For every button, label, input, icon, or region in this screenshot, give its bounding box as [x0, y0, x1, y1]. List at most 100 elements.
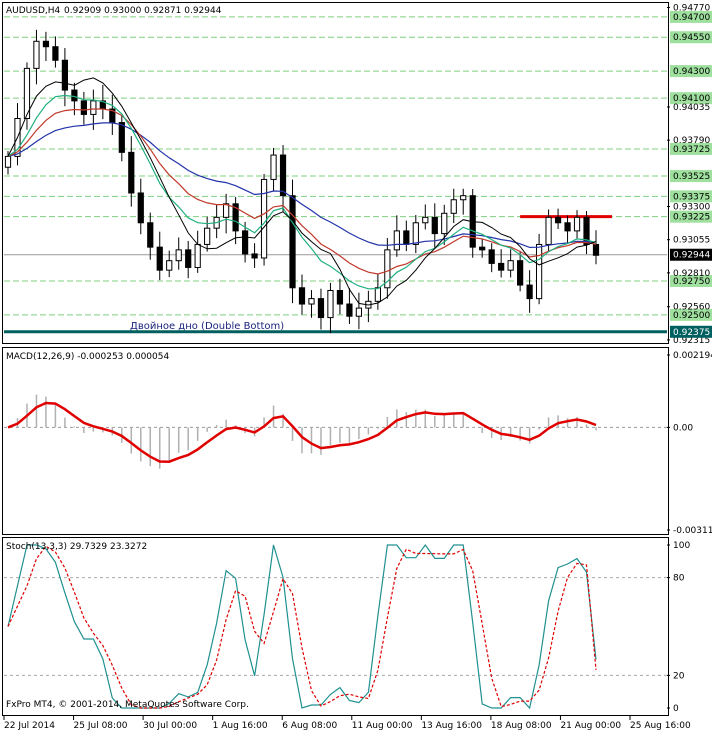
candle-body: [270, 154, 277, 180]
level-label: 0.93375: [673, 192, 710, 202]
ma-blue-line: [7, 122, 597, 249]
candle-body: [393, 230, 400, 251]
candle-body: [535, 243, 543, 300]
level-label: 0.94550: [673, 33, 710, 43]
candle-body: [317, 298, 325, 319]
time-tick-label: 22 Jul 2014: [4, 721, 55, 731]
candle-body: [204, 227, 211, 245]
level-label-bg: [670, 10, 712, 23]
level-label: 0.93225: [673, 213, 710, 223]
candle-body: [573, 216, 581, 232]
axis-labels-layer: 0.94700 0.94550 0.94300 0.94100 0.93725 0.935…: [3, 3, 712, 731]
stoch-tick-label: 100: [673, 541, 690, 551]
level-label-bg: [670, 275, 712, 288]
time-tick-label: 25 Aug 16:00: [630, 721, 691, 731]
level-label: 0.92500: [673, 311, 710, 321]
candle-body: [592, 243, 600, 256]
macd-header: MACD(12,26,9) -0.000253 0.000054: [6, 352, 169, 362]
level-label-bg: [670, 31, 712, 44]
price-tick-label: 0.93300: [673, 203, 710, 213]
candle-body: [374, 287, 381, 302]
price-tick-label: 0.92560: [673, 303, 710, 313]
candle-body: [327, 289, 334, 319]
macd-panel-frame: [2, 347, 669, 535]
time-tick-label: 21 Aug 00:00: [560, 721, 621, 731]
price-tick-label: 0.92315: [673, 336, 710, 346]
candle-body: [156, 246, 163, 271]
macd-tick-label: -0.00311: [673, 526, 712, 536]
candle-body: [80, 100, 87, 115]
main-ohlc-label: 0.92909 0.93000 0.92871 0.92944: [64, 6, 222, 16]
copyright-label: FxPro MT4, © 2001-2014, MetaQuotes Softw…: [6, 700, 249, 710]
candle-body: [260, 178, 268, 259]
time-tick-label: 25 Jul 08:00: [74, 721, 128, 731]
candle-body: [488, 249, 495, 264]
candle-body: [147, 222, 154, 248]
price-tick-label: 0.93055: [673, 236, 710, 246]
macd-tick-label: 0.00: [673, 423, 693, 433]
candle-body: [346, 303, 353, 317]
candle-body: [479, 246, 486, 251]
candle-body: [564, 222, 571, 232]
candle-body: [308, 298, 315, 305]
candle-body: [251, 253, 258, 259]
candle-body: [583, 216, 590, 245]
candle-body: [289, 195, 296, 289]
stoch-header: Stoch(13,3,3) 29.7329 23.3272: [6, 542, 147, 552]
stoch-tick-label: 0: [673, 704, 679, 714]
candle-body: [61, 59, 69, 91]
candle-body: [166, 260, 173, 271]
main-price-layer: [4, 16, 667, 334]
candle-body: [431, 216, 438, 235]
level-label: 0.94100: [673, 94, 710, 104]
level-label-bg: [670, 92, 712, 105]
level-label: 0.94700: [673, 13, 710, 23]
macd-tick-label: 0.002194: [673, 351, 712, 361]
time-tick-label: 1 Aug 16:00: [213, 721, 268, 731]
stoch-signal-line: [7, 545, 597, 709]
candle-body: [298, 287, 306, 305]
candle-body: [194, 243, 201, 268]
candle-body: [241, 230, 249, 255]
double-bottom-annotation: Двойное дно (Double Bottom): [130, 321, 284, 332]
candle-body: [232, 203, 239, 232]
candle-body: [185, 249, 192, 268]
candle-body: [33, 40, 40, 69]
candle-body: [441, 212, 448, 235]
macd-signal-line: [7, 401, 597, 463]
candle-body: [498, 262, 505, 271]
ma-black-line: [7, 77, 597, 306]
candle-body: [90, 100, 97, 115]
price-tick-label: 0.92810: [673, 269, 710, 279]
candle-body: [137, 192, 144, 224]
ma-green-line: [7, 94, 597, 290]
level-label: 0.92750: [673, 277, 710, 287]
current-price-label: 0.92944: [673, 251, 710, 261]
level-label-bg: [670, 210, 712, 223]
main-symbol-label: AUDUSD,H4: [6, 6, 61, 16]
price-tick-label: 0.94770: [673, 3, 710, 13]
level-label-bg: [670, 190, 712, 203]
level-label-bg: [670, 170, 712, 183]
level-label: 0.93525: [673, 172, 710, 182]
candle-body: [336, 289, 344, 305]
candle-body: [554, 216, 562, 224]
candle-body: [42, 40, 50, 48]
candle-body: [23, 67, 31, 119]
support-label-bg: [670, 325, 712, 338]
candle-body: [507, 260, 514, 271]
stoch-main-line: [7, 543, 597, 710]
current-price-bg: [670, 248, 712, 261]
price-tick-label: 0.93790: [673, 136, 710, 146]
candle-body: [403, 230, 410, 245]
macd-layer: [4, 394, 667, 469]
candle-body: [384, 249, 391, 289]
candle-body: [279, 154, 287, 197]
candle-body: [52, 46, 59, 61]
ma-red-line: [7, 108, 597, 275]
price-tick-label: 0.94035: [673, 103, 710, 113]
candle-body: [71, 89, 78, 102]
candle-body: [355, 307, 363, 317]
